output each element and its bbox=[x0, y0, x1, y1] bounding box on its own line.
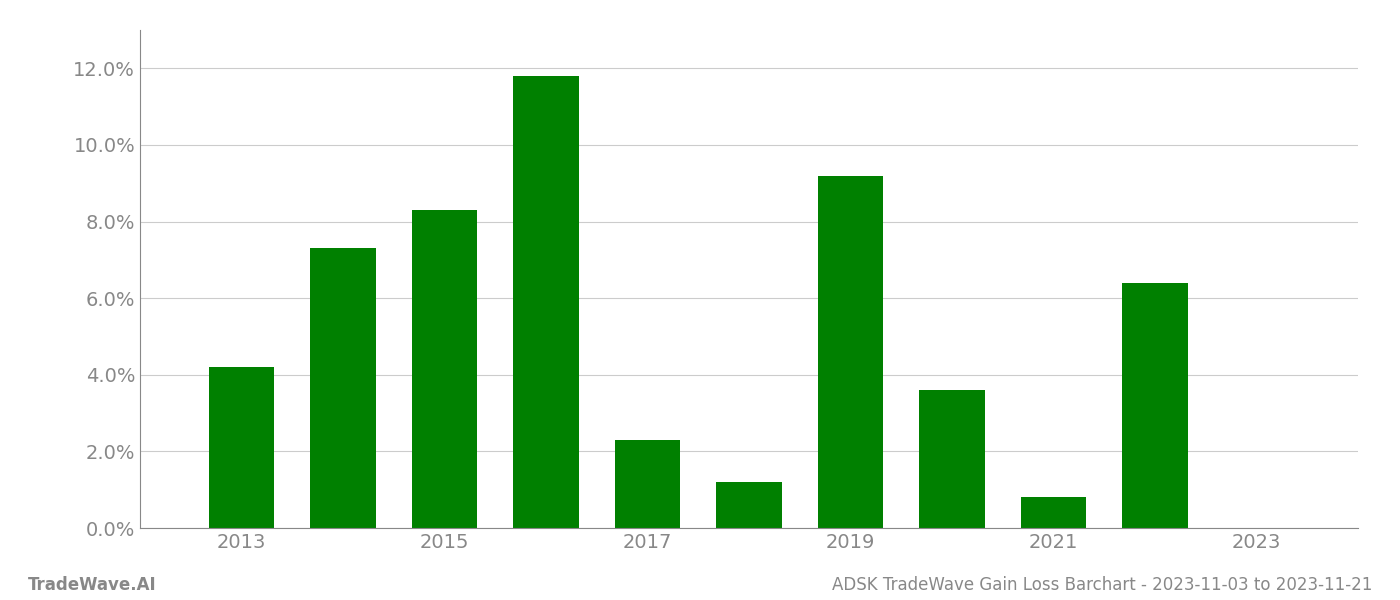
Bar bbox=[818, 176, 883, 528]
Text: ADSK TradeWave Gain Loss Barchart - 2023-11-03 to 2023-11-21: ADSK TradeWave Gain Loss Barchart - 2023… bbox=[832, 576, 1372, 594]
Bar bbox=[209, 367, 274, 528]
Bar bbox=[1121, 283, 1189, 528]
Bar bbox=[309, 248, 377, 528]
Bar bbox=[918, 390, 986, 528]
Bar bbox=[1021, 497, 1086, 528]
Bar bbox=[412, 210, 477, 528]
Bar bbox=[715, 482, 783, 528]
Bar bbox=[512, 76, 580, 528]
Bar bbox=[615, 440, 680, 528]
Text: TradeWave.AI: TradeWave.AI bbox=[28, 576, 157, 594]
